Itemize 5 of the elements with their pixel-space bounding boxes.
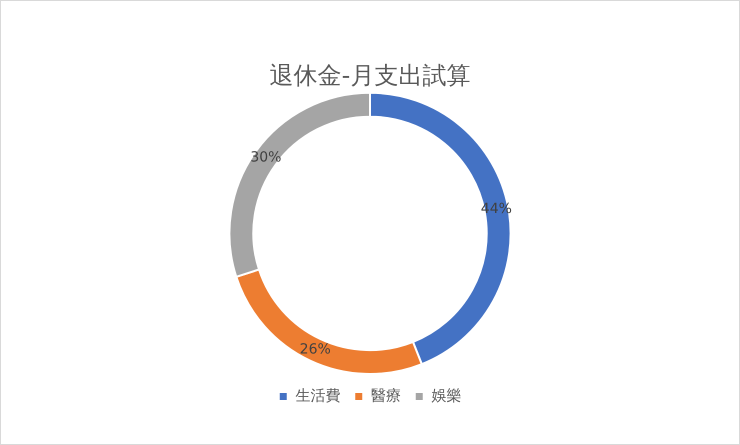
- data-label: 26%: [300, 341, 331, 358]
- legend-label: 生活費: [295, 386, 340, 404]
- legend-label: 娛樂: [431, 386, 462, 404]
- legend-label: 醫療: [370, 386, 401, 404]
- chart-title: 退休金-月支出試算: [270, 62, 470, 90]
